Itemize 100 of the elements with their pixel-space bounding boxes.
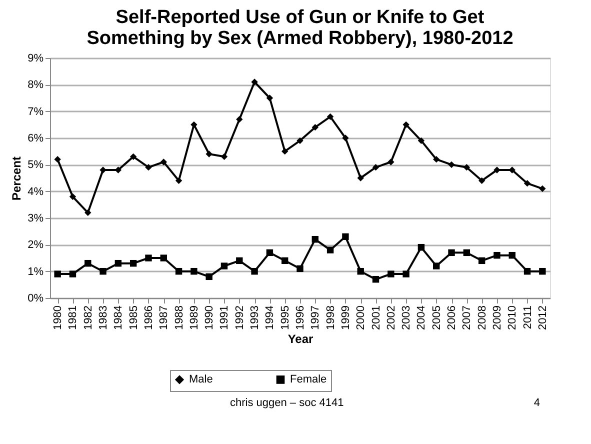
x-tick-label: 1997 — [310, 306, 322, 330]
x-tick-label: 1980 — [52, 306, 64, 330]
x-tick-label: 2005 — [430, 306, 443, 330]
x-tick-label: 2009 — [491, 306, 504, 330]
x-tick-label: 1986 — [142, 306, 155, 330]
point — [130, 260, 137, 267]
point — [508, 166, 516, 174]
x-tick-label: 1990 — [204, 306, 216, 330]
x-tick-label: 1981 — [67, 306, 80, 330]
point — [236, 257, 243, 264]
y-tick-label: 7% — [28, 106, 44, 118]
x-tick-label: 1996 — [294, 306, 306, 330]
point — [418, 137, 425, 144]
point — [478, 257, 486, 264]
point — [220, 262, 228, 270]
point — [100, 166, 106, 174]
text: 4 — [534, 397, 540, 409]
x-tick-label: 2003 — [400, 306, 413, 330]
point — [342, 233, 349, 240]
x-tick-label: 1983 — [98, 306, 110, 330]
point — [296, 265, 304, 272]
x-tick-label: 1991 — [218, 306, 231, 330]
y-tick-label: 9% — [28, 52, 44, 64]
x-tick-label: 2000 — [355, 306, 368, 330]
point — [266, 249, 274, 256]
point — [220, 153, 228, 160]
point — [84, 209, 92, 216]
x-tick-label: 1998 — [324, 306, 337, 330]
point — [463, 164, 470, 171]
point — [100, 268, 106, 275]
point — [114, 166, 122, 174]
point — [281, 257, 288, 264]
point — [539, 268, 546, 275]
point — [372, 164, 380, 171]
y-axis-title: Percent — [10, 156, 24, 201]
x-tick-label: 2012 — [536, 306, 549, 330]
text: chris uggen – soc 4141 — [230, 397, 344, 409]
point — [69, 270, 76, 278]
point — [433, 156, 440, 163]
point — [524, 268, 531, 275]
point — [145, 164, 152, 171]
point — [494, 166, 500, 174]
x-tick-label: 1989 — [188, 306, 200, 330]
point — [539, 185, 546, 192]
point — [190, 268, 198, 275]
point — [54, 270, 61, 278]
point — [463, 249, 470, 256]
x-tick-label: 2011 — [522, 306, 534, 330]
point — [402, 270, 410, 278]
point — [494, 252, 500, 259]
point — [326, 113, 334, 120]
x-tick-label: 2010 — [506, 306, 519, 330]
x-tick-label: 1985 — [128, 306, 140, 330]
x-tick-label: 2002 — [385, 306, 398, 330]
point — [312, 236, 319, 243]
y-tick-label: 6% — [28, 132, 44, 144]
point — [206, 273, 212, 280]
x-tick-label: 1984 — [112, 306, 125, 330]
point — [433, 262, 440, 270]
point — [448, 161, 455, 168]
x-tick-label: 2008 — [476, 306, 488, 330]
point — [342, 134, 349, 142]
legend-label: Male — [189, 374, 213, 386]
point — [448, 249, 455, 256]
point — [326, 246, 334, 254]
point — [508, 252, 516, 259]
point — [312, 124, 319, 131]
x-tick-label: 1992 — [234, 306, 246, 330]
point — [114, 260, 122, 267]
point — [69, 193, 76, 200]
point — [388, 158, 394, 166]
point — [130, 153, 137, 160]
point — [388, 270, 394, 278]
x-tick-label: 1999 — [340, 306, 352, 330]
chart-title: Self-Reported Use of Gun or Knife to Get Something by Sex (Armed Robbery), 1980-2012 — [86, 7, 514, 49]
x-tick-label: 2001 — [370, 306, 382, 330]
x-tick-label: 2007 — [461, 306, 474, 330]
x-tick-label: 1994 — [264, 306, 276, 330]
y-tick-label: 4% — [28, 186, 44, 198]
y-tick-label: 8% — [28, 79, 44, 92]
point — [372, 276, 380, 283]
x-tick-label: 1988 — [173, 306, 186, 330]
point — [175, 177, 182, 184]
point — [145, 254, 152, 262]
point — [54, 156, 61, 163]
x-tick-label: 2006 — [446, 306, 458, 330]
x-tick-label: 2004 — [416, 306, 428, 330]
point — [190, 121, 198, 128]
x-tick-label: 1995 — [279, 306, 292, 330]
x-axis-title: Year — [288, 332, 314, 346]
point — [402, 121, 410, 128]
x-tick-label: 1993 — [249, 306, 262, 330]
point — [251, 268, 258, 275]
point — [296, 137, 304, 144]
point — [175, 268, 182, 275]
y-tick-label: 3% — [28, 212, 44, 224]
x-tick-label: 1982 — [82, 306, 94, 330]
point — [281, 148, 288, 155]
point — [236, 116, 243, 123]
point — [266, 94, 274, 102]
